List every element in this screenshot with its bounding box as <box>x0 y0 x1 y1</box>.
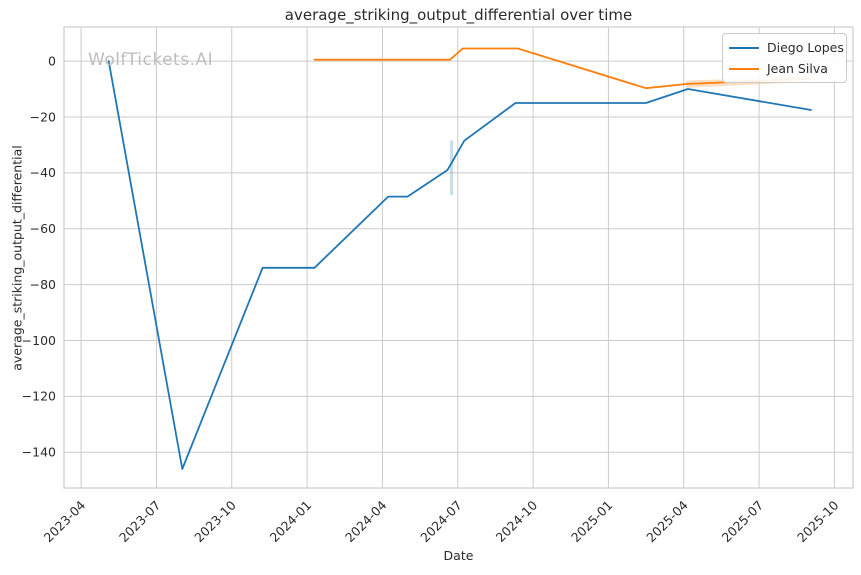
y-tick-label: −100 <box>22 333 56 348</box>
x-tick-label: 2024-04 <box>342 497 390 545</box>
series-line-diego-lopes <box>107 60 812 470</box>
legend-line-swatch-jean-silva <box>729 67 759 70</box>
x-tick-label: 2025-04 <box>643 497 691 545</box>
chart-title: average_striking_output_differential ove… <box>284 6 633 24</box>
legend-line-swatch-diego-lopes <box>729 46 759 49</box>
y-tick-label: −20 <box>30 109 56 124</box>
y-tick-label: 0 <box>48 53 56 68</box>
x-tick-label: 2024-10 <box>493 497 541 545</box>
watermark: WolfTickets.AI <box>88 50 214 70</box>
y-tick-label: −60 <box>30 221 56 236</box>
x-axis-label: Date <box>443 548 474 563</box>
legend-item-jean-silva: Jean Silva <box>729 61 838 76</box>
y-tick-label: −80 <box>30 277 56 292</box>
y-tick-label: −140 <box>22 445 56 460</box>
x-tick-label: 2023-07 <box>116 498 164 546</box>
legend-label: Diego Lopes <box>767 40 844 55</box>
legend-item-diego-lopes: Diego Lopes <box>729 40 844 55</box>
y-axis-label: average_striking_output_differential <box>9 145 25 371</box>
x-tick-label: 2025-07 <box>719 498 767 546</box>
x-tick-label: 2024-07 <box>417 498 465 546</box>
confidence-band-diego-lopes <box>450 140 454 196</box>
y-tick-label: −120 <box>22 389 56 404</box>
x-tick-label: 2024-01 <box>267 498 315 546</box>
x-tick-label: 2023-04 <box>41 497 89 545</box>
x-tick-label: 2023-10 <box>191 497 239 545</box>
x-tick-label: 2025-01 <box>568 498 616 546</box>
x-tick-label: 2025-10 <box>794 497 842 545</box>
axes-spines <box>63 26 854 489</box>
legend-label: Jean Silva <box>767 61 828 76</box>
series-line-jean-silva <box>313 47 812 90</box>
legend: Diego Lopes Jean Silva <box>722 33 847 83</box>
y-tick-label: −40 <box>30 165 56 180</box>
